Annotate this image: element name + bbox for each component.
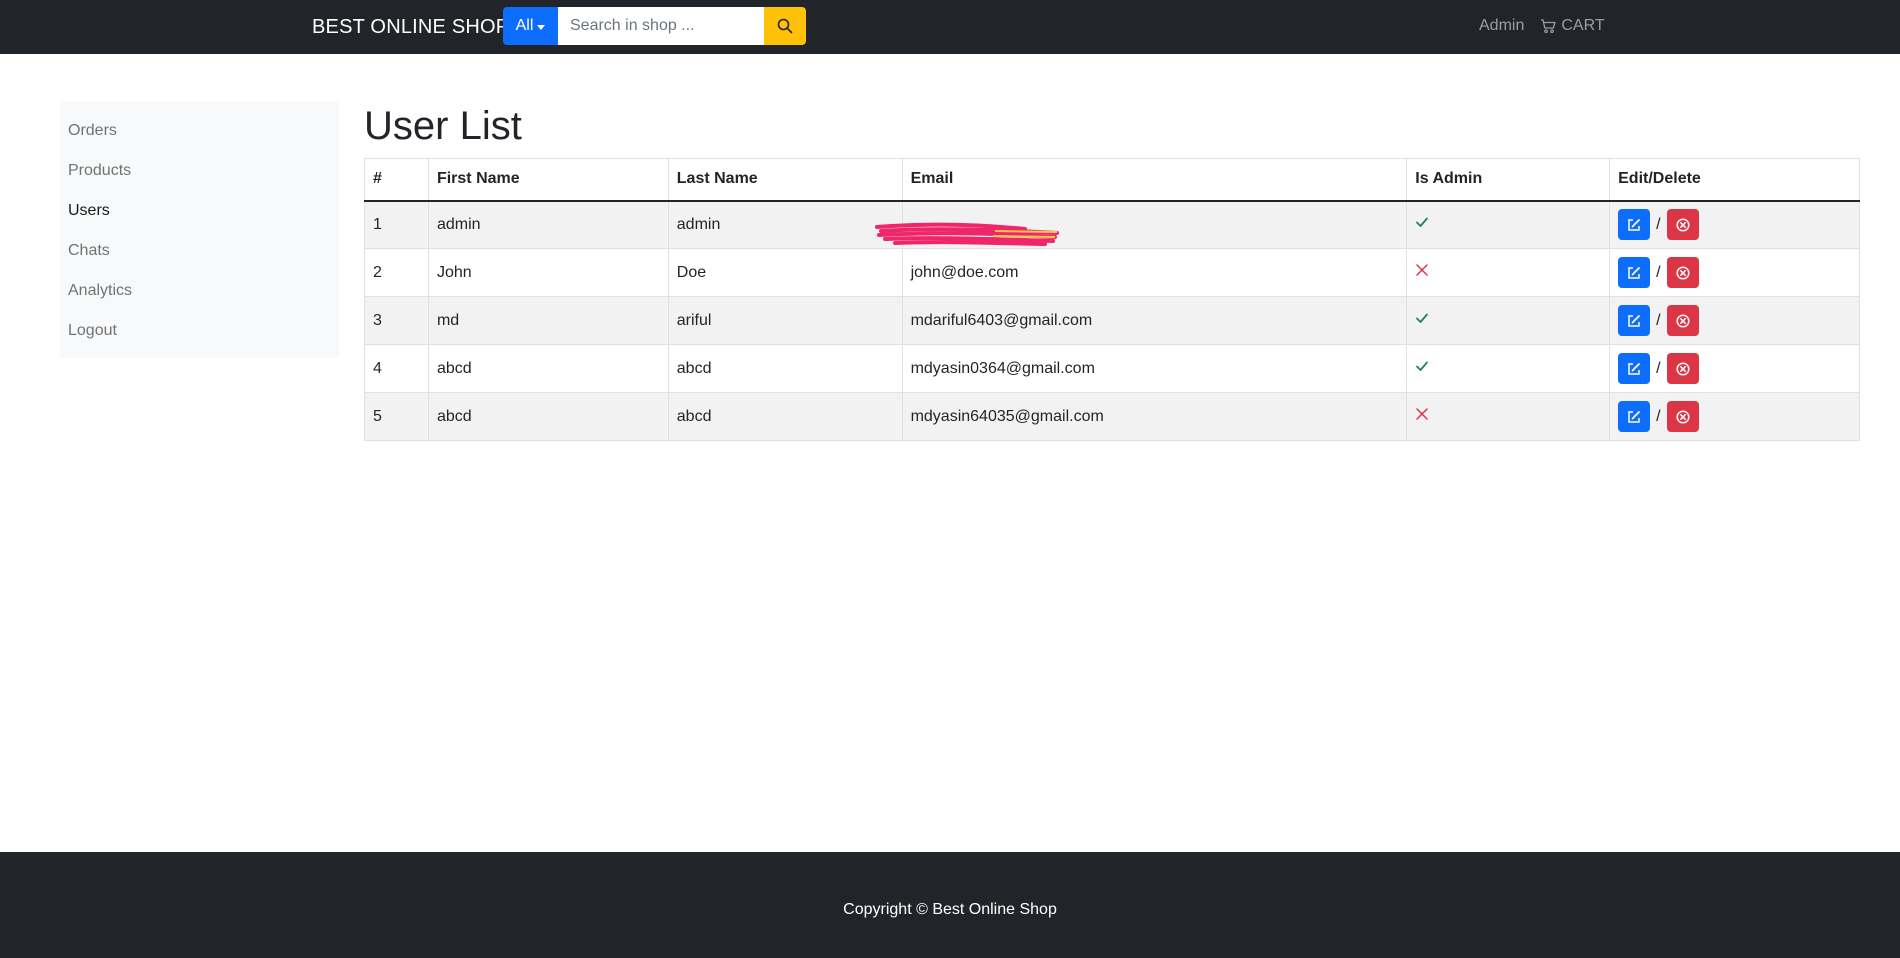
cell-last-name: abcd bbox=[667, 392, 903, 441]
edit-icon bbox=[1628, 218, 1641, 231]
action-separator: / bbox=[1656, 407, 1661, 425]
brand-logo[interactable]: BEST ONLINE SHOP bbox=[312, 16, 510, 38]
check-icon bbox=[1416, 217, 1429, 228]
sidebar: Orders Products Users Chats Analytics Lo… bbox=[60, 101, 339, 358]
action-separator: / bbox=[1656, 359, 1661, 377]
cell-email bbox=[874, 200, 1408, 249]
sidebar-item-orders[interactable]: Orders bbox=[68, 122, 117, 139]
header-edit-delete: Edit/Delete bbox=[1609, 158, 1860, 202]
cell-is-admin bbox=[1406, 344, 1611, 393]
table-row: 1 admin admin bbox=[364, 200, 1860, 249]
search-icon bbox=[777, 18, 793, 34]
delete-icon bbox=[1676, 313, 1690, 328]
category-label: All bbox=[515, 17, 534, 34]
cell-is-admin bbox=[1406, 296, 1611, 345]
cell-last-name: Doe bbox=[667, 248, 903, 297]
header-last-name: Last Name bbox=[667, 158, 903, 202]
delete-icon bbox=[1676, 218, 1690, 232]
cell-first-name: md bbox=[427, 296, 669, 345]
header-is-admin: Is Admin bbox=[1406, 158, 1611, 202]
delete-user-button[interactable] bbox=[1666, 401, 1699, 432]
table-header-row: # First Name Last Name Email Is Admin Ed… bbox=[364, 158, 1860, 202]
cell-num: 4 bbox=[364, 344, 429, 393]
table-row: 3 md ariful mdariful6403@gmail.com bbox=[364, 296, 1860, 345]
header-num: # bbox=[364, 158, 429, 202]
edit-user-button[interactable] bbox=[1618, 257, 1651, 288]
header-first-name: First Name bbox=[427, 158, 669, 202]
redaction-scribble bbox=[874, 222, 1059, 246]
caret-down-icon bbox=[537, 24, 546, 30]
cell-actions: / bbox=[1609, 344, 1860, 393]
user-table: # First Name Last Name Email Is Admin Ed… bbox=[364, 158, 1860, 441]
cross-icon bbox=[1416, 264, 1429, 276]
sidebar-item-products[interactable]: Products bbox=[68, 162, 132, 179]
edit-user-button[interactable] bbox=[1618, 305, 1651, 336]
edit-icon bbox=[1628, 410, 1641, 423]
page-title: User List bbox=[364, 104, 522, 148]
cell-num: 5 bbox=[364, 392, 429, 441]
delete-icon bbox=[1676, 361, 1690, 376]
edit-user-button[interactable] bbox=[1618, 401, 1651, 432]
cell-last-name: abcd bbox=[667, 344, 903, 393]
search-button[interactable] bbox=[764, 7, 806, 45]
footer: Copyright © Best Online Shop bbox=[0, 852, 1900, 958]
top-navbar: BEST ONLINE SHOP All Admin CART bbox=[0, 0, 1900, 54]
delete-user-button[interactable] bbox=[1666, 353, 1699, 384]
action-separator: / bbox=[1656, 311, 1661, 329]
admin-link[interactable]: Admin bbox=[1479, 17, 1525, 34]
cell-first-name: abcd bbox=[427, 392, 669, 441]
delete-user-button[interactable] bbox=[1666, 257, 1699, 288]
edit-icon bbox=[1628, 266, 1641, 279]
cart-icon bbox=[1541, 19, 1557, 34]
cell-first-name: admin bbox=[427, 200, 669, 249]
check-icon bbox=[1416, 313, 1429, 323]
cell-actions: / bbox=[1609, 248, 1860, 297]
copyright-text: Copyright © Best Online Shop bbox=[843, 901, 1057, 918]
action-separator: / bbox=[1656, 215, 1661, 233]
header-email: Email bbox=[901, 158, 1408, 202]
edit-user-button[interactable] bbox=[1618, 209, 1651, 241]
cell-last-name: admin bbox=[667, 200, 903, 249]
delete-user-button[interactable] bbox=[1666, 209, 1699, 241]
cell-first-name: John bbox=[427, 248, 669, 297]
delete-icon bbox=[1676, 409, 1690, 424]
cell-email: mdyasin64035@gmail.com bbox=[901, 392, 1408, 441]
sidebar-item-users[interactable]: Users bbox=[68, 202, 110, 219]
cell-num: 1 bbox=[364, 200, 429, 249]
cart-label: CART bbox=[1561, 17, 1605, 34]
cell-num: 3 bbox=[364, 296, 429, 345]
cell-first-name: abcd bbox=[427, 344, 669, 393]
table-row: 2 John Doe john@doe.com / bbox=[364, 248, 1860, 297]
category-dropdown[interactable]: All bbox=[503, 7, 558, 45]
edit-user-button[interactable] bbox=[1618, 353, 1651, 384]
sidebar-item-logout[interactable]: Logout bbox=[68, 322, 117, 339]
cell-num: 2 bbox=[364, 248, 429, 297]
nav-right: Admin CART bbox=[1479, 17, 1605, 35]
cell-actions: / bbox=[1609, 200, 1860, 249]
sidebar-item-analytics[interactable]: Analytics bbox=[68, 282, 133, 299]
search-input[interactable] bbox=[558, 7, 764, 45]
sidebar-item-chats[interactable]: Chats bbox=[68, 242, 110, 259]
delete-user-button[interactable] bbox=[1666, 305, 1699, 336]
cell-is-admin bbox=[1406, 200, 1611, 249]
action-separator: / bbox=[1656, 263, 1661, 281]
table-row: 4 abcd abcd mdyasin0364@gmail.com / bbox=[364, 344, 1860, 393]
search-group: All bbox=[503, 7, 806, 45]
cell-is-admin bbox=[1406, 248, 1611, 297]
edit-icon bbox=[1628, 362, 1641, 375]
delete-icon bbox=[1676, 265, 1690, 280]
cell-email: john@doe.com bbox=[901, 248, 1408, 297]
table-row: 5 abcd abcd mdyasin64035@gmail.com bbox=[364, 392, 1860, 441]
cell-email: mdariful6403@gmail.com bbox=[901, 296, 1408, 345]
cell-actions: / bbox=[1609, 392, 1860, 441]
edit-icon bbox=[1628, 314, 1641, 327]
cell-is-admin bbox=[1406, 392, 1611, 441]
check-icon bbox=[1416, 361, 1429, 371]
cell-last-name: ariful bbox=[667, 296, 903, 345]
cart-link[interactable]: CART bbox=[1540, 17, 1605, 35]
cell-email: mdyasin0364@gmail.com bbox=[901, 344, 1408, 393]
cross-icon bbox=[1416, 408, 1429, 420]
cell-actions: / bbox=[1609, 296, 1860, 345]
